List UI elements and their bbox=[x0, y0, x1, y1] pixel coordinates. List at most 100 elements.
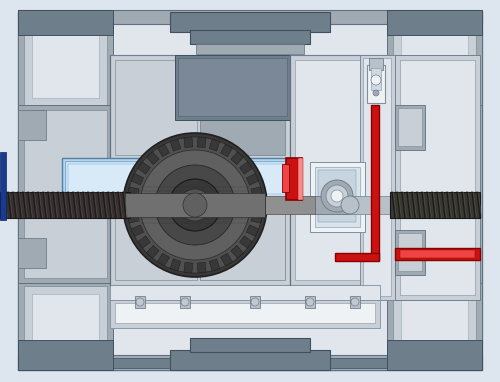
Bar bbox=[178, 58, 287, 116]
Polygon shape bbox=[246, 225, 258, 236]
Bar bbox=[295, 60, 383, 280]
Bar bbox=[18, 280, 113, 370]
Circle shape bbox=[179, 189, 211, 221]
Bar bbox=[32, 26, 99, 98]
Polygon shape bbox=[170, 259, 181, 271]
Bar bbox=[369, 58, 383, 70]
Bar bbox=[371, 105, 379, 260]
Bar bbox=[305, 296, 315, 308]
Bar bbox=[400, 60, 475, 295]
Polygon shape bbox=[251, 213, 262, 223]
Circle shape bbox=[373, 90, 379, 96]
Bar bbox=[350, 196, 395, 214]
Bar bbox=[298, 158, 303, 200]
Bar bbox=[393, 110, 476, 278]
Bar bbox=[68, 164, 286, 194]
Polygon shape bbox=[220, 253, 232, 266]
Bar bbox=[65, 161, 289, 197]
Circle shape bbox=[169, 179, 221, 231]
Bar bbox=[387, 12, 482, 112]
Circle shape bbox=[331, 190, 343, 202]
Bar bbox=[395, 230, 425, 275]
Bar bbox=[393, 286, 476, 364]
Bar bbox=[24, 110, 107, 278]
Bar bbox=[360, 55, 395, 300]
Polygon shape bbox=[132, 174, 143, 185]
Bar bbox=[363, 58, 391, 296]
Polygon shape bbox=[138, 236, 150, 248]
Polygon shape bbox=[209, 259, 220, 271]
Bar bbox=[110, 300, 380, 328]
Polygon shape bbox=[209, 139, 220, 151]
Polygon shape bbox=[231, 152, 243, 165]
Bar bbox=[395, 248, 480, 260]
Bar bbox=[387, 340, 482, 370]
Bar bbox=[190, 30, 310, 44]
Bar bbox=[18, 105, 113, 283]
Bar bbox=[18, 10, 482, 24]
Bar bbox=[393, 18, 476, 106]
Polygon shape bbox=[197, 262, 206, 273]
Polygon shape bbox=[128, 187, 139, 197]
Bar bbox=[196, 44, 304, 54]
Bar bbox=[125, 197, 265, 213]
Bar bbox=[265, 196, 315, 214]
Bar bbox=[135, 296, 145, 308]
Bar bbox=[18, 10, 113, 35]
Circle shape bbox=[136, 298, 144, 306]
Bar bbox=[250, 296, 260, 308]
Circle shape bbox=[123, 133, 267, 277]
Bar bbox=[318, 170, 356, 222]
Bar bbox=[310, 162, 365, 232]
Polygon shape bbox=[253, 201, 263, 209]
Bar bbox=[395, 105, 425, 150]
Bar bbox=[18, 358, 482, 368]
Bar bbox=[24, 286, 107, 364]
Polygon shape bbox=[251, 187, 262, 197]
Bar bbox=[110, 55, 290, 285]
Bar bbox=[18, 12, 113, 112]
Bar bbox=[62, 158, 292, 200]
Polygon shape bbox=[240, 162, 252, 174]
Bar bbox=[387, 280, 482, 370]
Bar bbox=[401, 294, 468, 356]
Polygon shape bbox=[197, 137, 206, 148]
Bar bbox=[401, 26, 468, 98]
Circle shape bbox=[127, 137, 263, 273]
Bar bbox=[170, 350, 330, 370]
Bar bbox=[32, 294, 99, 356]
Polygon shape bbox=[240, 236, 252, 248]
Polygon shape bbox=[127, 201, 137, 209]
Bar bbox=[18, 355, 482, 370]
Bar bbox=[350, 296, 360, 308]
Circle shape bbox=[306, 298, 314, 306]
Bar bbox=[395, 55, 480, 300]
Bar bbox=[315, 196, 350, 214]
Bar bbox=[18, 238, 46, 268]
Bar bbox=[115, 303, 375, 323]
Circle shape bbox=[155, 165, 235, 245]
Bar bbox=[18, 340, 113, 370]
Polygon shape bbox=[128, 213, 139, 223]
Polygon shape bbox=[220, 144, 232, 157]
Polygon shape bbox=[158, 144, 170, 157]
Bar bbox=[367, 65, 385, 103]
Circle shape bbox=[251, 298, 259, 306]
Bar bbox=[0, 192, 130, 218]
Bar bbox=[390, 192, 480, 218]
Bar bbox=[115, 60, 197, 155]
Polygon shape bbox=[146, 245, 159, 258]
Circle shape bbox=[326, 185, 348, 207]
Bar bbox=[180, 296, 190, 308]
Circle shape bbox=[183, 193, 207, 217]
Bar bbox=[400, 250, 475, 258]
Bar bbox=[110, 285, 380, 300]
Bar bbox=[200, 60, 285, 155]
Bar bbox=[387, 105, 482, 283]
Bar bbox=[286, 158, 302, 200]
Polygon shape bbox=[158, 253, 170, 266]
Polygon shape bbox=[146, 152, 159, 165]
Bar bbox=[175, 55, 290, 120]
Bar bbox=[290, 55, 390, 285]
Bar bbox=[315, 167, 360, 227]
